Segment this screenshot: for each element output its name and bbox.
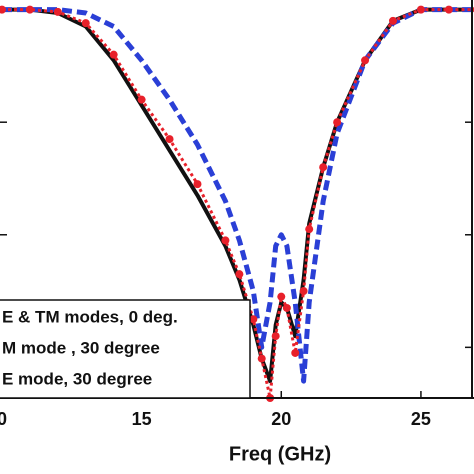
x-tick-label: 15	[132, 409, 152, 429]
data-point	[319, 163, 328, 172]
data-point	[109, 50, 118, 59]
data-point	[277, 292, 286, 301]
data-point	[25, 5, 34, 14]
data-point	[333, 118, 342, 127]
data-point	[416, 5, 425, 14]
data-point	[257, 354, 266, 363]
x-tick-label: 20	[271, 409, 291, 429]
data-point	[53, 7, 62, 16]
data-point	[0, 5, 6, 14]
x-axis-label: Freq (GHz)	[229, 443, 331, 465]
legend: E & TM modes, 0 deg. M mode , 30 degree E …	[0, 299, 251, 399]
data-point	[305, 225, 314, 234]
data-point	[299, 287, 308, 296]
legend-label: M mode , 30 degree	[2, 338, 160, 357]
data-point	[221, 236, 230, 245]
data-point	[282, 303, 291, 312]
series-line	[2, 8, 474, 400]
legend-label: E & TM modes, 0 deg.	[2, 307, 178, 326]
data-point	[165, 135, 174, 144]
x-tick-label: 25	[411, 409, 431, 429]
data-point	[361, 56, 370, 65]
data-point	[137, 95, 146, 104]
data-point	[249, 315, 258, 324]
x-tick-label: 0	[0, 409, 7, 429]
data-point	[388, 16, 397, 25]
legend-label: E mode, 30 degree	[2, 369, 152, 388]
legend-box	[0, 299, 251, 399]
data-point	[235, 270, 244, 279]
data-point	[291, 348, 300, 357]
data-point	[271, 332, 280, 341]
data-point	[444, 5, 453, 14]
data-point	[81, 19, 90, 28]
data-point	[193, 180, 202, 189]
